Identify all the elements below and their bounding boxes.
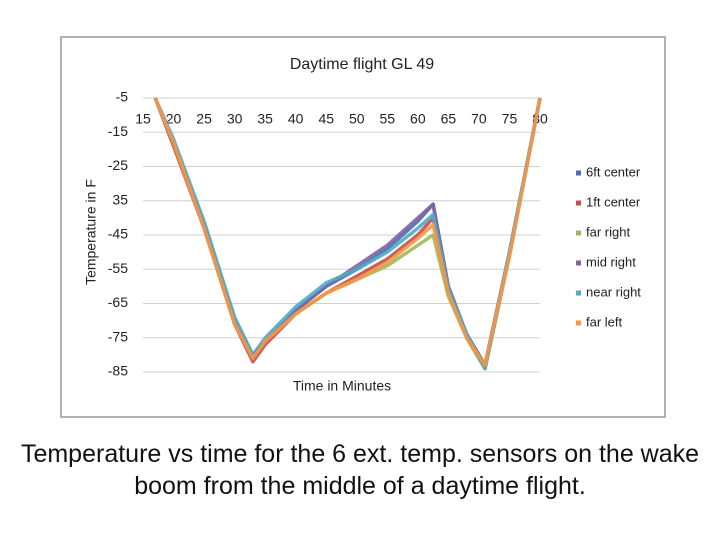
y-tick-label: 35 bbox=[112, 191, 128, 207]
x-tick-label: 65 bbox=[441, 111, 457, 127]
legend-marker bbox=[576, 290, 581, 296]
y-tick-label: -15 bbox=[108, 123, 128, 139]
x-tick-label: 70 bbox=[471, 111, 487, 127]
x-tick-label: 55 bbox=[380, 111, 396, 127]
y-tick-label: -55 bbox=[108, 260, 128, 276]
x-tick-label: 30 bbox=[227, 111, 243, 127]
series-line bbox=[153, 97, 542, 367]
legend-label: far right bbox=[586, 224, 630, 239]
x-tick-label: 20 bbox=[166, 111, 182, 127]
y-tick-label: -85 bbox=[108, 363, 128, 379]
x-tick-label: 25 bbox=[196, 111, 212, 127]
x-axis-title: Time in Minutes bbox=[293, 378, 391, 394]
chart-title: Daytime flight GL 49 bbox=[290, 56, 434, 73]
legend-label: 1ft center bbox=[586, 194, 641, 209]
y-tick-label: -25 bbox=[108, 157, 128, 173]
legend-label: far left bbox=[586, 314, 623, 329]
legend-marker bbox=[576, 170, 581, 176]
legend-label: 6ft center bbox=[586, 164, 641, 179]
y-tick-label: -75 bbox=[108, 328, 128, 344]
legend-marker bbox=[576, 260, 581, 266]
x-tick-label: 50 bbox=[349, 111, 365, 127]
chart: Daytime flight GL 49 Time in Minutes Tem… bbox=[60, 36, 666, 418]
chart-frame bbox=[60, 36, 666, 418]
x-tick-label: 60 bbox=[410, 111, 426, 127]
legend-label: near right bbox=[586, 284, 641, 299]
legend-marker bbox=[576, 320, 581, 326]
y-axis-title: Temperature in F bbox=[83, 179, 99, 285]
y-tick-label: -45 bbox=[108, 226, 128, 242]
caption: Temperature vs time for the 6 ext. temp.… bbox=[20, 440, 700, 500]
legend-marker bbox=[576, 230, 581, 236]
x-tick-label: 40 bbox=[288, 111, 304, 127]
y-tick-label: -5 bbox=[116, 89, 129, 105]
x-tick-label: 35 bbox=[257, 111, 273, 127]
x-tick-label: 75 bbox=[502, 111, 518, 127]
legend-marker bbox=[576, 200, 581, 206]
x-tick-label: 15 bbox=[135, 111, 151, 127]
y-tick-label: -65 bbox=[108, 294, 128, 310]
x-tick-label: 45 bbox=[318, 111, 334, 127]
legend-label: mid right bbox=[586, 254, 636, 269]
